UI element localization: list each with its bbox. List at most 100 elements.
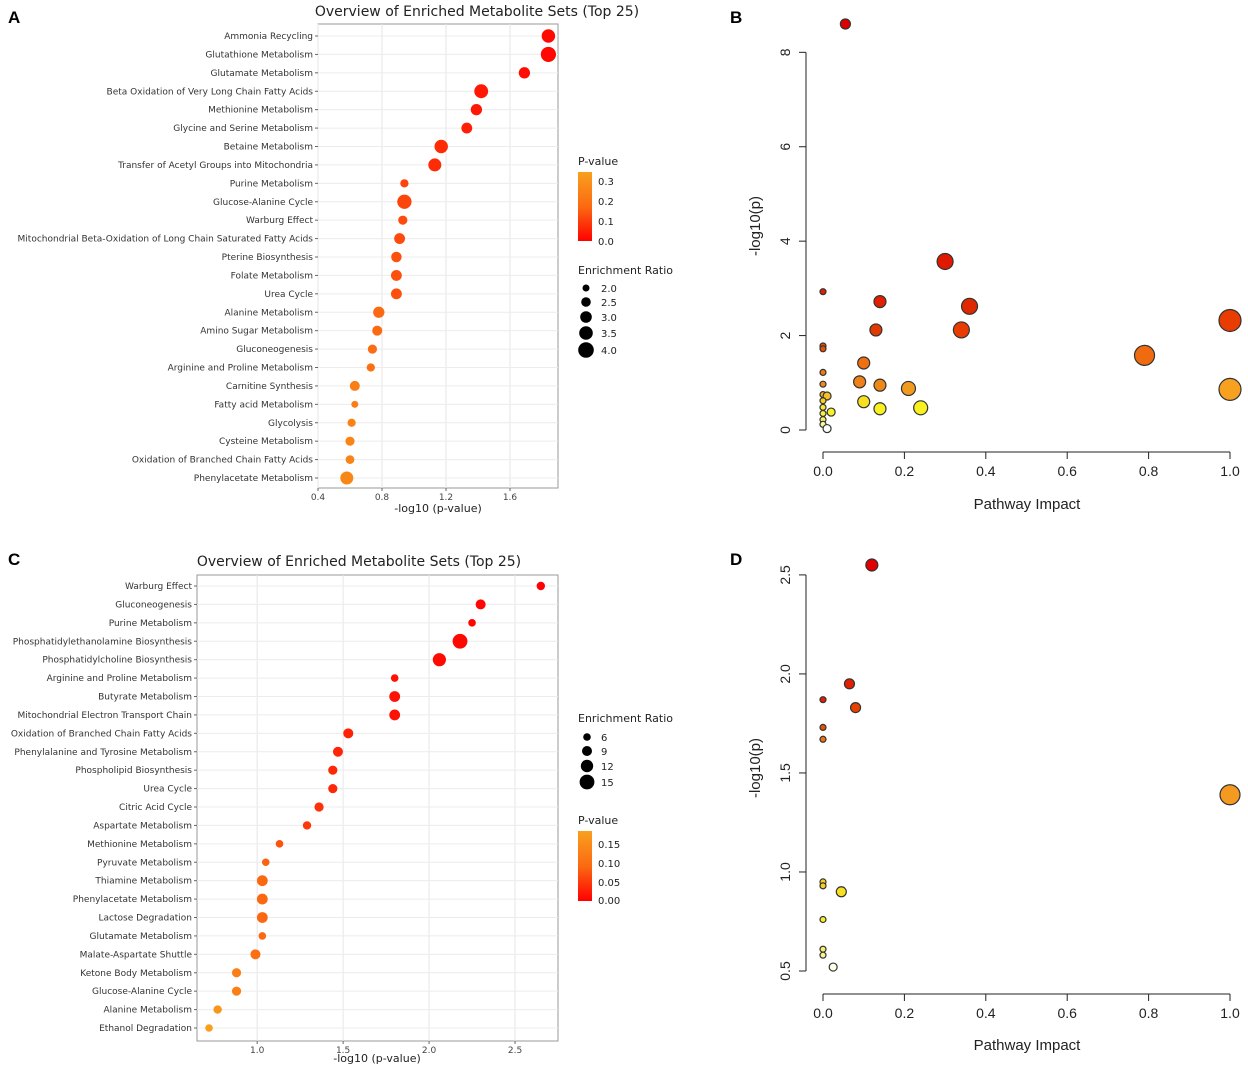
enrichment-dot — [328, 783, 338, 794]
pathway-point — [873, 294, 887, 309]
x-tick-label: 2.5 — [508, 1046, 522, 1056]
category-label: Folate Metabolism — [231, 271, 313, 281]
category-label: Beta Oxidation of Very Long Chain Fatty … — [107, 87, 314, 97]
y-tick-label: 2.5 — [777, 565, 793, 585]
panel-label-a: A — [8, 8, 20, 27]
panel-a-pvalue-label: 0.0 — [598, 237, 614, 248]
x-tick-label: 1.2 — [439, 493, 453, 503]
category-label: Butyrate Metabolism — [98, 693, 192, 703]
panel-label-d: D — [730, 550, 742, 569]
y-tick-label: 2.0 — [777, 664, 793, 684]
enrichment-dot — [536, 581, 546, 591]
panel-c-title: Overview of Enriched Metabolite Sets (To… — [197, 554, 521, 570]
pathway-point — [869, 323, 883, 337]
panel-a-size-label: 2.0 — [601, 284, 617, 295]
panel-b-axes: 0.0 0.2 0.4 0.6 0.8 1.0 0 2 4 6 8 — [777, 48, 1240, 479]
pathway-point — [1218, 377, 1242, 401]
pathway-point — [835, 886, 847, 898]
enrichment-dot — [345, 436, 355, 446]
pathway-point — [819, 380, 827, 388]
category-label: Ammonia Recycling — [224, 32, 313, 42]
enrichment-dot — [343, 728, 354, 739]
x-tick-label: 0.8 — [1139, 463, 1159, 479]
panel-a-size-label: 2.5 — [601, 298, 617, 309]
enrichment-dot — [302, 821, 312, 830]
enrichment-dot — [367, 344, 377, 354]
enrichment-dot — [391, 251, 402, 263]
panel-c-pvalue-legend-title: P-value — [578, 814, 618, 827]
category-label: Betaine Metabolism — [224, 143, 313, 153]
panel-a-enrichment-chart: Overview of Enriched Metabolite Sets (To… — [18, 4, 674, 515]
panel-a-plot-frame — [317, 23, 559, 489]
enrichment-dot — [434, 139, 448, 154]
enrichment-dot — [470, 104, 483, 116]
panel-a-size-legend-title: Enrichment Ratio — [578, 264, 673, 277]
pathway-point — [849, 701, 862, 714]
pathway-point — [873, 402, 887, 416]
category-label: Pyruvate Metabolism — [97, 858, 192, 868]
pathway-point — [819, 288, 827, 296]
enrichment-dot — [540, 46, 556, 63]
panel-b-points — [819, 18, 1242, 434]
panel-a-size-label: 3.0 — [601, 313, 617, 324]
panel-a-pvalue-label: 0.2 — [598, 197, 614, 208]
category-label: Mitochondrial Electron Transport Chain — [17, 711, 192, 721]
y-tick-label: 2 — [777, 331, 793, 339]
pathway-point — [819, 882, 827, 890]
panel-c-size-label: 12 — [601, 762, 614, 773]
panel-a-pvalue-legend-title: P-value — [578, 155, 618, 168]
x-tick-label: 0.4 — [976, 1005, 996, 1021]
category-label: Glucose-Alanine Cycle — [213, 198, 313, 208]
pathway-point — [952, 321, 970, 339]
category-label: Glutamate Metabolism — [211, 69, 313, 79]
x-tick-label: 0.2 — [895, 1005, 915, 1021]
panel-c-pvalue-colorbar — [578, 831, 592, 901]
enrichment-dot — [397, 194, 412, 209]
x-tick-label: 1.0 — [250, 1046, 265, 1056]
y-tick-label: 6 — [777, 143, 793, 151]
category-label: Urea Cycle — [264, 290, 313, 300]
enrichment-dot — [275, 840, 284, 848]
category-label: Alanine Metabolism — [224, 308, 313, 318]
category-label: Alanine Metabolism — [103, 1006, 192, 1016]
panel-d-y-axis-title: -log10(p) — [747, 738, 764, 798]
pathway-point — [826, 407, 836, 417]
enrichment-dot — [389, 691, 401, 702]
category-label: Purine Metabolism — [230, 179, 313, 189]
enrichment-dot — [366, 363, 375, 372]
x-tick-label: 0.0 — [813, 1005, 833, 1021]
pathway-point — [819, 409, 827, 418]
panel-a-grid — [317, 24, 558, 488]
category-label: Pterine Biosynthesis — [222, 253, 314, 263]
y-tick-label: 4 — [777, 237, 793, 245]
pathway-point — [828, 962, 838, 972]
category-label: Glutamate Metabolism — [90, 932, 192, 942]
category-label: Phosphatidylethanolamine Biosynthesis — [13, 637, 193, 647]
panel-a-size-legend-dot — [578, 342, 594, 358]
pathway-point — [865, 558, 879, 572]
pathway-point — [1133, 344, 1156, 367]
category-label: Phenylacetate Metabolism — [194, 474, 313, 484]
category-label: Mitochondrial Beta-Oxidation of Long Cha… — [18, 235, 314, 245]
panel-c-pvalue-legend: P-value 0.15 0.10 0.05 0.00 — [578, 814, 620, 907]
enrichment-dot — [475, 599, 486, 610]
pathway-point — [819, 403, 827, 411]
y-tick-label: 1.5 — [777, 763, 793, 783]
enrichment-dot — [468, 619, 476, 627]
panel-d-x-axis-title: Pathway Impact — [974, 1037, 1082, 1054]
enrichment-dot — [347, 418, 356, 427]
panel-a-size-legend-dot — [579, 326, 593, 340]
panel-a-size-label: 4.0 — [601, 346, 617, 357]
panel-c-pvalue-label: 0.00 — [598, 896, 620, 907]
y-tick-label: 1.0 — [777, 862, 793, 882]
panel-a-pvalue-legend: P-value 0.3 0.2 0.1 0.0 — [578, 155, 618, 248]
enrichment-dot — [452, 633, 468, 649]
category-label: Gluconeogenesis — [115, 600, 192, 610]
category-label: Lactose Degradation — [99, 914, 192, 924]
x-tick-label: 0.6 — [1057, 1005, 1077, 1021]
pathway-point — [1219, 784, 1241, 806]
x-tick-label: 0.8 — [375, 493, 390, 503]
panel-a-pvalue-label: 0.1 — [598, 217, 614, 228]
panel-a-x-axis-title: -log10 (p-value) — [394, 502, 482, 515]
